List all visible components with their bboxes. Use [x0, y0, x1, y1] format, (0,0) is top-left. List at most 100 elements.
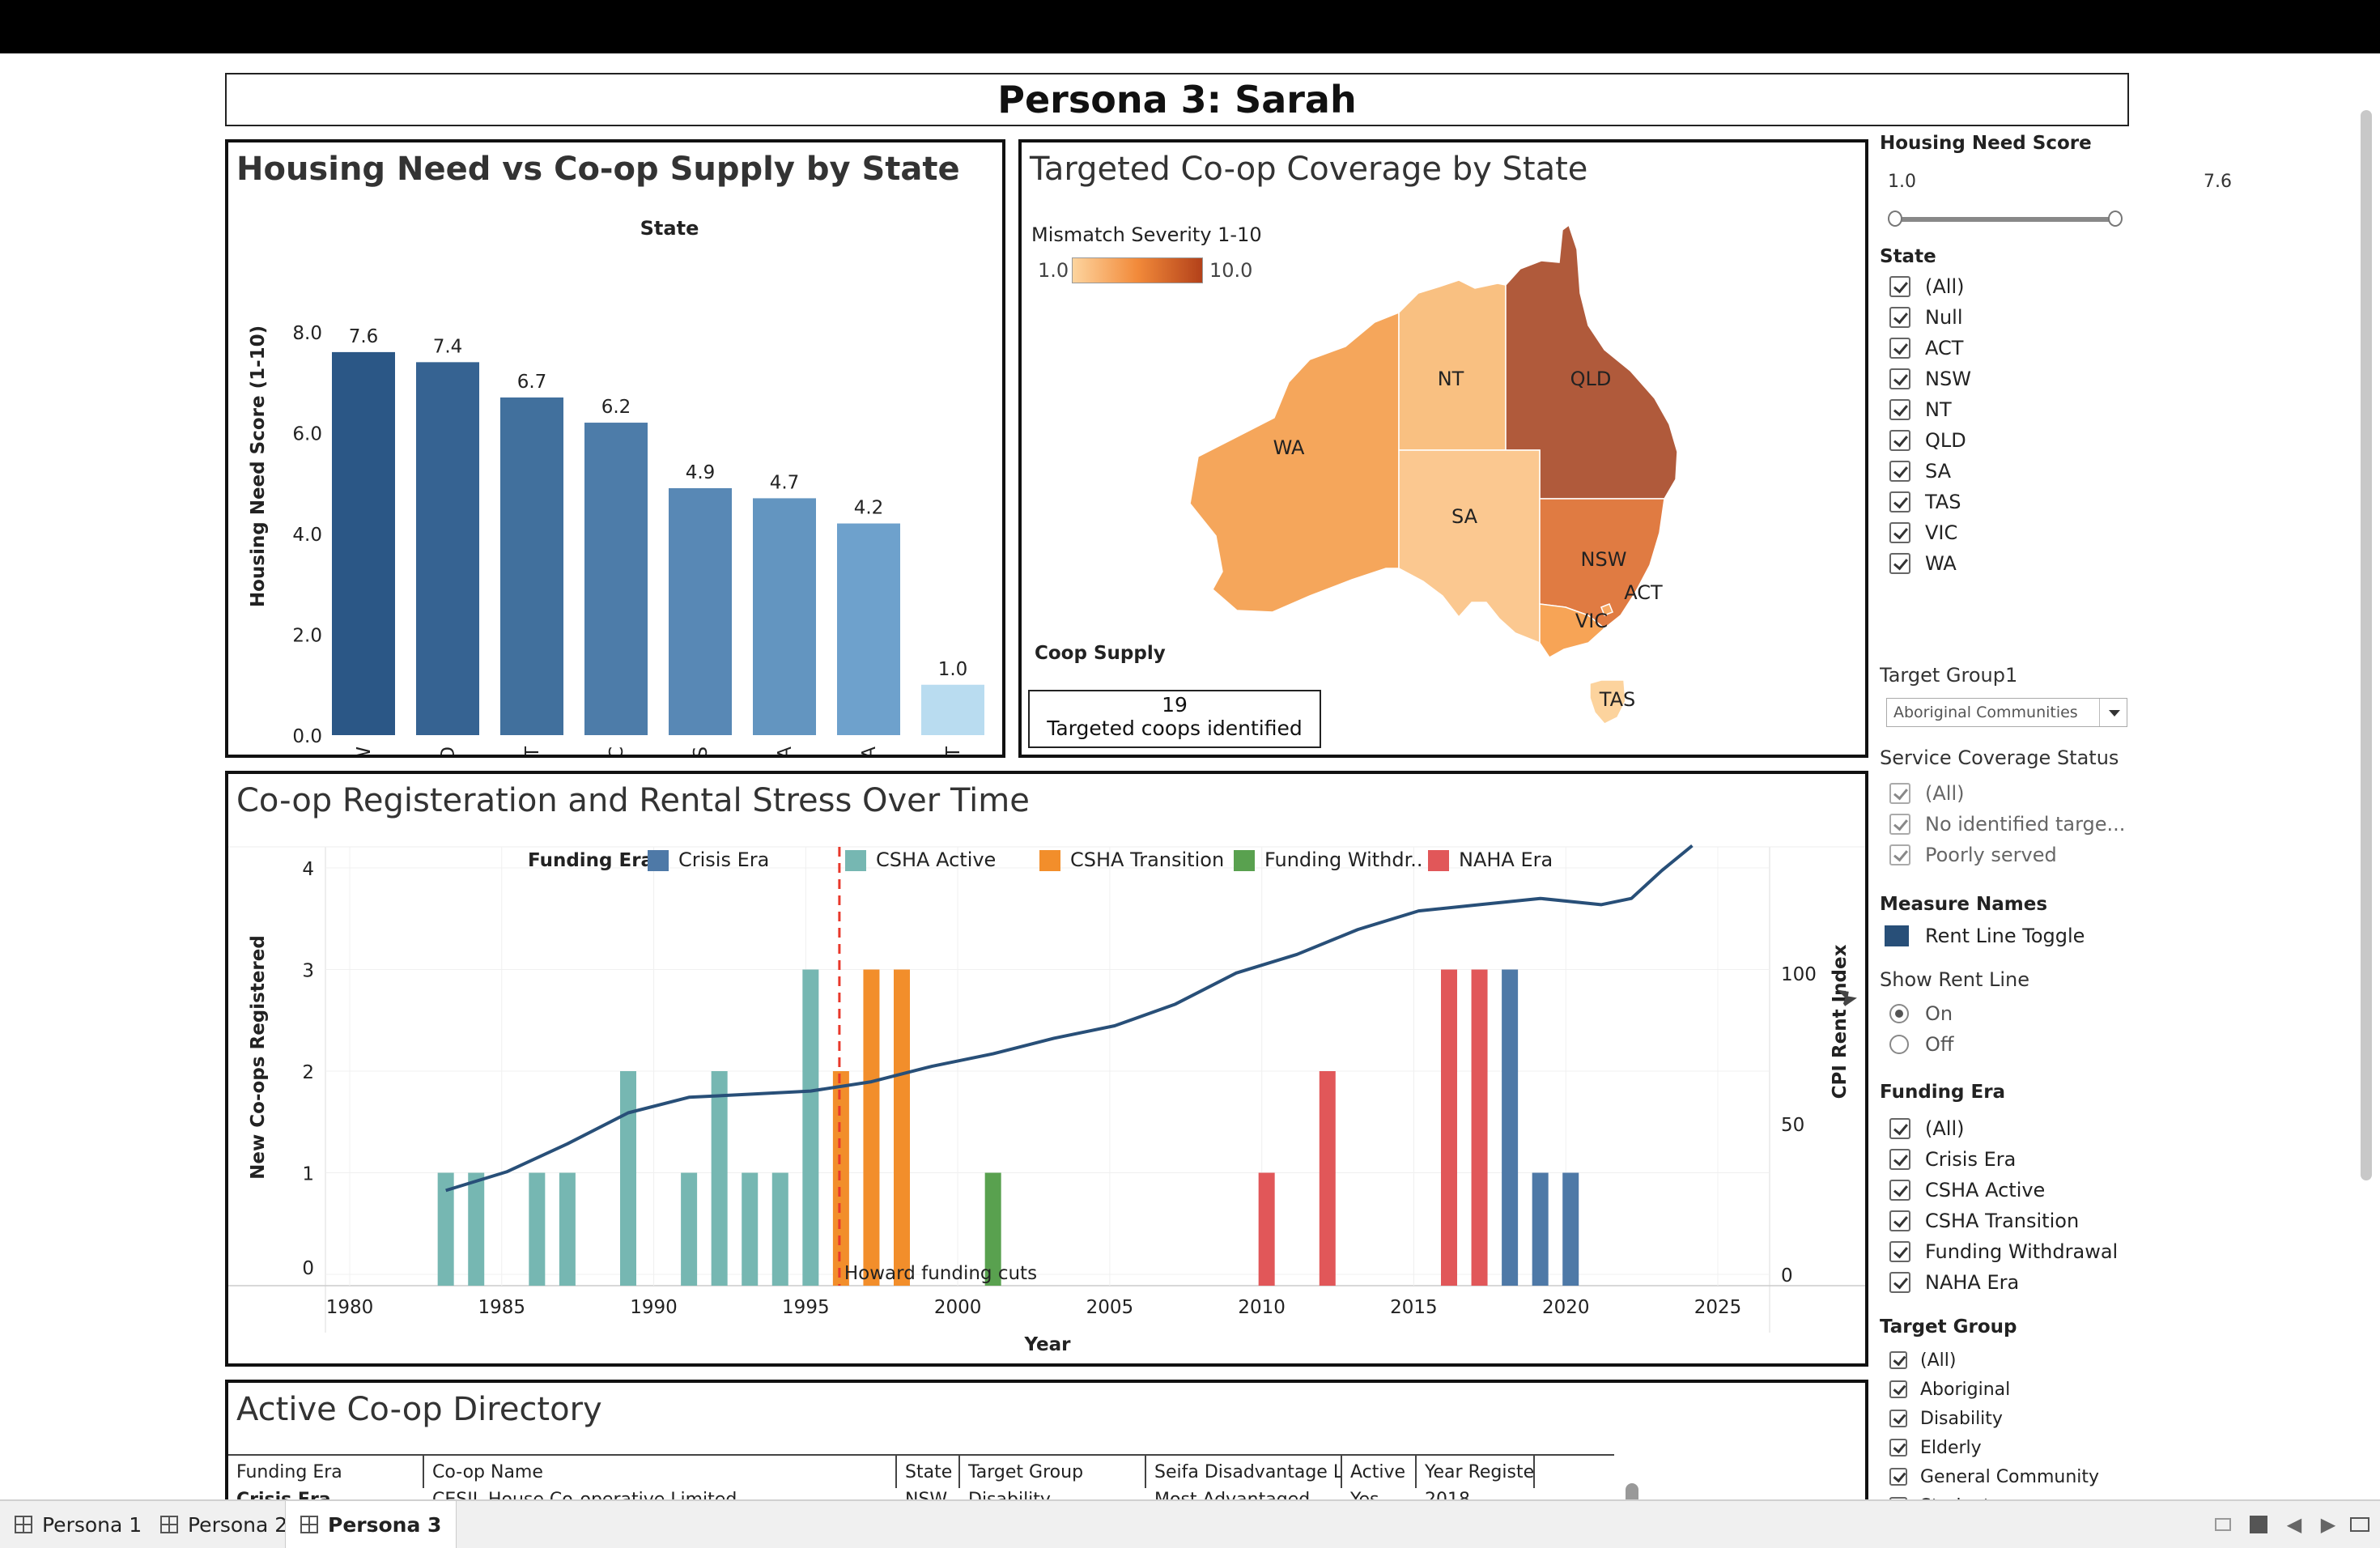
page-vertical-scrollbar[interactable] [2361, 110, 2372, 1180]
directory-column-header[interactable]: State [897, 1456, 960, 1488]
state-filter-option[interactable]: Null [1889, 304, 1963, 330]
presentation-mode-icon[interactable] [2348, 1512, 2372, 1537]
timeline-bar[interactable] [984, 1172, 1001, 1286]
checkbox[interactable] [1889, 522, 1910, 543]
measure-names-legend-item[interactable]: Rent Line Toggle [1885, 923, 2085, 949]
tab-persona-3[interactable]: Persona 3 [285, 1501, 457, 1548]
target-group-filter-option[interactable]: Elderly [1889, 1435, 1982, 1461]
legend-swatch[interactable] [1234, 850, 1255, 871]
timeline-bar[interactable] [620, 1071, 636, 1286]
timeline-bar[interactable] [1532, 1172, 1549, 1286]
housing-need-panel[interactable]: Housing Need vs Co-op Supply by State St… [225, 139, 1005, 758]
housing-need-slider-min-handle[interactable] [1888, 211, 1902, 227]
timeline-bar[interactable] [1502, 969, 1519, 1286]
directory-column-header[interactable]: Funding Era [228, 1456, 424, 1488]
state-filter-option[interactable]: ACT [1889, 335, 1963, 361]
target-group-filter-option[interactable]: General Community [1889, 1464, 2099, 1490]
bar-vic[interactable] [584, 423, 648, 735]
legend-swatch[interactable] [845, 850, 866, 871]
bar-tas[interactable] [669, 487, 732, 735]
checkbox[interactable] [1889, 1210, 1910, 1231]
coverage-filter-option[interactable]: No identified targe... [1889, 811, 2125, 837]
cpi-rent-line[interactable] [445, 844, 1694, 1193]
funding-era-filter-option[interactable]: Funding Withdrawal [1889, 1239, 2118, 1265]
coverage-filter-option[interactable]: (All) [1889, 780, 1964, 806]
timeline-bar[interactable] [802, 969, 819, 1286]
checkbox[interactable] [1889, 368, 1910, 389]
target-group-filter-option[interactable]: Aboriginal [1889, 1376, 2010, 1402]
map-state-sa[interactable] [1398, 449, 1541, 644]
timeline-bar[interactable] [894, 969, 910, 1286]
checkbox[interactable] [1889, 1118, 1910, 1139]
radio-on-indicator[interactable] [1889, 1004, 1909, 1023]
map-state-wa[interactable] [1189, 311, 1400, 613]
timeline-bar[interactable] [1562, 1172, 1579, 1286]
timeline-bar[interactable] [1471, 969, 1488, 1286]
state-filter-option[interactable]: NT [1889, 397, 1952, 423]
directory-column-header[interactable]: Seifa Disadvantage Label [1146, 1456, 1342, 1488]
state-filter-option[interactable]: WA [1889, 551, 1957, 576]
map-state-nt[interactable] [1398, 279, 1507, 451]
coop-directory-panel[interactable]: Active Co-op Directory Funding Era Co-op … [225, 1380, 1868, 1509]
pin-icon[interactable] [1835, 983, 1857, 1006]
housing-bar-chart[interactable]: State Housing Need Score (1-10) 0.0 2.0 4.… [228, 142, 1002, 755]
target-group-filter-option[interactable]: (All) [1889, 1347, 1956, 1373]
chevron-down-icon[interactable] [2109, 710, 2120, 717]
timeline-bar[interactable] [559, 1172, 576, 1286]
state-filter-option[interactable]: QLD [1889, 427, 1966, 453]
timeline-bar[interactable] [1258, 1172, 1275, 1286]
timeline-bar[interactable] [832, 1071, 849, 1286]
directory-column-header[interactable]: Co-op Name [424, 1456, 897, 1488]
checkbox[interactable] [1889, 1410, 1907, 1427]
funding-era-filter-option[interactable]: CSHA Active [1889, 1177, 2045, 1203]
next-sheet-icon[interactable]: ▶ [2320, 1513, 2336, 1536]
australia-map[interactable]: WA NT QLD SA NSW ACT VIC TAS [1022, 142, 1865, 755]
state-filter-option[interactable]: SA [1889, 458, 1951, 484]
registration-timeline-panel[interactable]: Co-op Registeration and Rental Stress Ov… [225, 771, 1868, 1367]
map-state-act[interactable] [1600, 603, 1613, 616]
bar-qld[interactable] [416, 362, 479, 735]
checkbox[interactable] [1889, 491, 1910, 512]
legend-swatch[interactable] [648, 850, 669, 871]
tab-persona-1[interactable]: Persona 1 [0, 1501, 156, 1548]
checkbox[interactable] [1889, 814, 1910, 835]
checkbox[interactable] [1889, 1351, 1907, 1369]
timeline-bar[interactable] [711, 1071, 728, 1286]
rent-line-off-radio[interactable]: Off [1889, 1031, 1953, 1057]
checkbox[interactable] [1889, 1380, 1907, 1398]
coverage-filter-option[interactable]: Poorly served [1889, 842, 2057, 868]
target-group-filter-option[interactable]: Disability [1889, 1406, 2003, 1431]
funding-era-filter-option[interactable]: (All) [1889, 1116, 1964, 1142]
state-filter-option[interactable]: NSW [1889, 366, 1971, 392]
bar-nsw[interactable] [332, 351, 395, 735]
checkbox[interactable] [1889, 1180, 1910, 1201]
timeline-bar[interactable] [771, 1172, 788, 1286]
funding-era-filter-option[interactable]: Crisis Era [1889, 1146, 2016, 1172]
bar-nt[interactable] [500, 397, 563, 735]
funding-era-filter-option[interactable]: NAHA Era [1889, 1269, 2019, 1295]
checkbox[interactable] [1889, 399, 1910, 420]
checkbox[interactable] [1889, 1241, 1910, 1262]
timeline-bar[interactable] [1441, 969, 1457, 1286]
timeline-bar[interactable] [742, 1172, 759, 1286]
timeline-bar[interactable] [681, 1172, 698, 1286]
checkbox[interactable] [1889, 1439, 1907, 1457]
registration-combo-chart[interactable]: Funding Era Crisis Era CSHA Active CSHA Tra… [228, 774, 1865, 1363]
radio-off-indicator[interactable] [1889, 1035, 1909, 1054]
state-filter-option[interactable]: VIC [1889, 520, 1957, 546]
state-filter-option[interactable]: TAS [1889, 489, 1961, 515]
directory-table[interactable]: Funding Era Co-op Name State Target Group Se… [228, 1454, 1614, 1503]
timeline-bar[interactable] [1319, 1071, 1336, 1286]
checkbox[interactable] [1889, 430, 1910, 451]
directory-column-header[interactable]: Target Group [960, 1456, 1146, 1488]
directory-column-header[interactable]: Active [1342, 1456, 1417, 1488]
grid-view-icon[interactable] [2213, 1512, 2233, 1537]
timeline-bar[interactable] [863, 969, 880, 1286]
legend-swatch[interactable] [1039, 850, 1060, 871]
coverage-map-panel[interactable]: Targeted Co-op Coverage by State Mismatc… [1018, 139, 1868, 758]
checkbox[interactable] [1889, 461, 1910, 482]
previous-sheet-icon[interactable]: ◀ [2286, 1513, 2302, 1536]
rent-line-on-radio[interactable]: On [1889, 1001, 1953, 1027]
checkbox[interactable] [1889, 1497, 1907, 1499]
tab-persona-2[interactable]: Persona 2 [146, 1501, 302, 1548]
